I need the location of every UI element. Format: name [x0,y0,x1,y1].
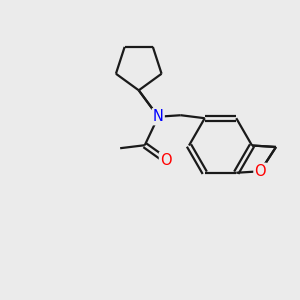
Text: O: O [254,164,266,179]
Text: O: O [160,153,172,168]
Text: N: N [153,109,164,124]
